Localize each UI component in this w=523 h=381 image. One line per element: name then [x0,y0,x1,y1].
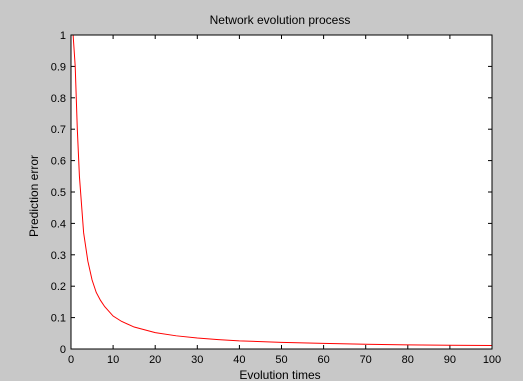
chart-title: Network evolution process [210,13,351,27]
x-tick-label: 90 [444,354,456,366]
x-tick-label: 60 [317,354,329,366]
x-axis-title: Evolution times [239,368,320,381]
y-tick-label: 0 [60,344,66,356]
axis-tick-labels: 0 10 20 30 40 50 60 70 80 90 100 0 0.1 0.2 0.3 0.4 0.5 0.… [51,30,501,366]
y-tick-label: 0.1 [51,313,66,325]
y-tick-label: 1 [60,30,66,42]
y-tick-label: 0.4 [51,218,66,230]
x-tick-label: 30 [191,354,203,366]
x-tick-label: 20 [149,354,161,366]
y-tick-label: 0.8 [51,93,66,105]
y-tick-label: 0.5 [51,187,66,199]
x-tick-label: 70 [360,354,372,366]
x-tick-label: 40 [233,354,245,366]
x-tick-label: 10 [107,354,119,366]
plot-area [71,35,492,349]
y-axis-title: Prediction error [27,155,41,237]
plot-frame [70,34,493,350]
x-tick-label: 100 [483,354,501,366]
y-tick-label: 0.2 [51,281,66,293]
y-tick-label: 0.6 [51,156,66,168]
x-tick-label: 80 [402,354,414,366]
y-tick-label: 0.7 [51,124,66,136]
y-tick-label: 0.9 [51,61,66,73]
x-tick-label: 50 [275,354,287,366]
x-tick-label: 0 [68,354,74,366]
y-tick-label: 0.3 [51,250,66,262]
series-line [72,34,493,347]
